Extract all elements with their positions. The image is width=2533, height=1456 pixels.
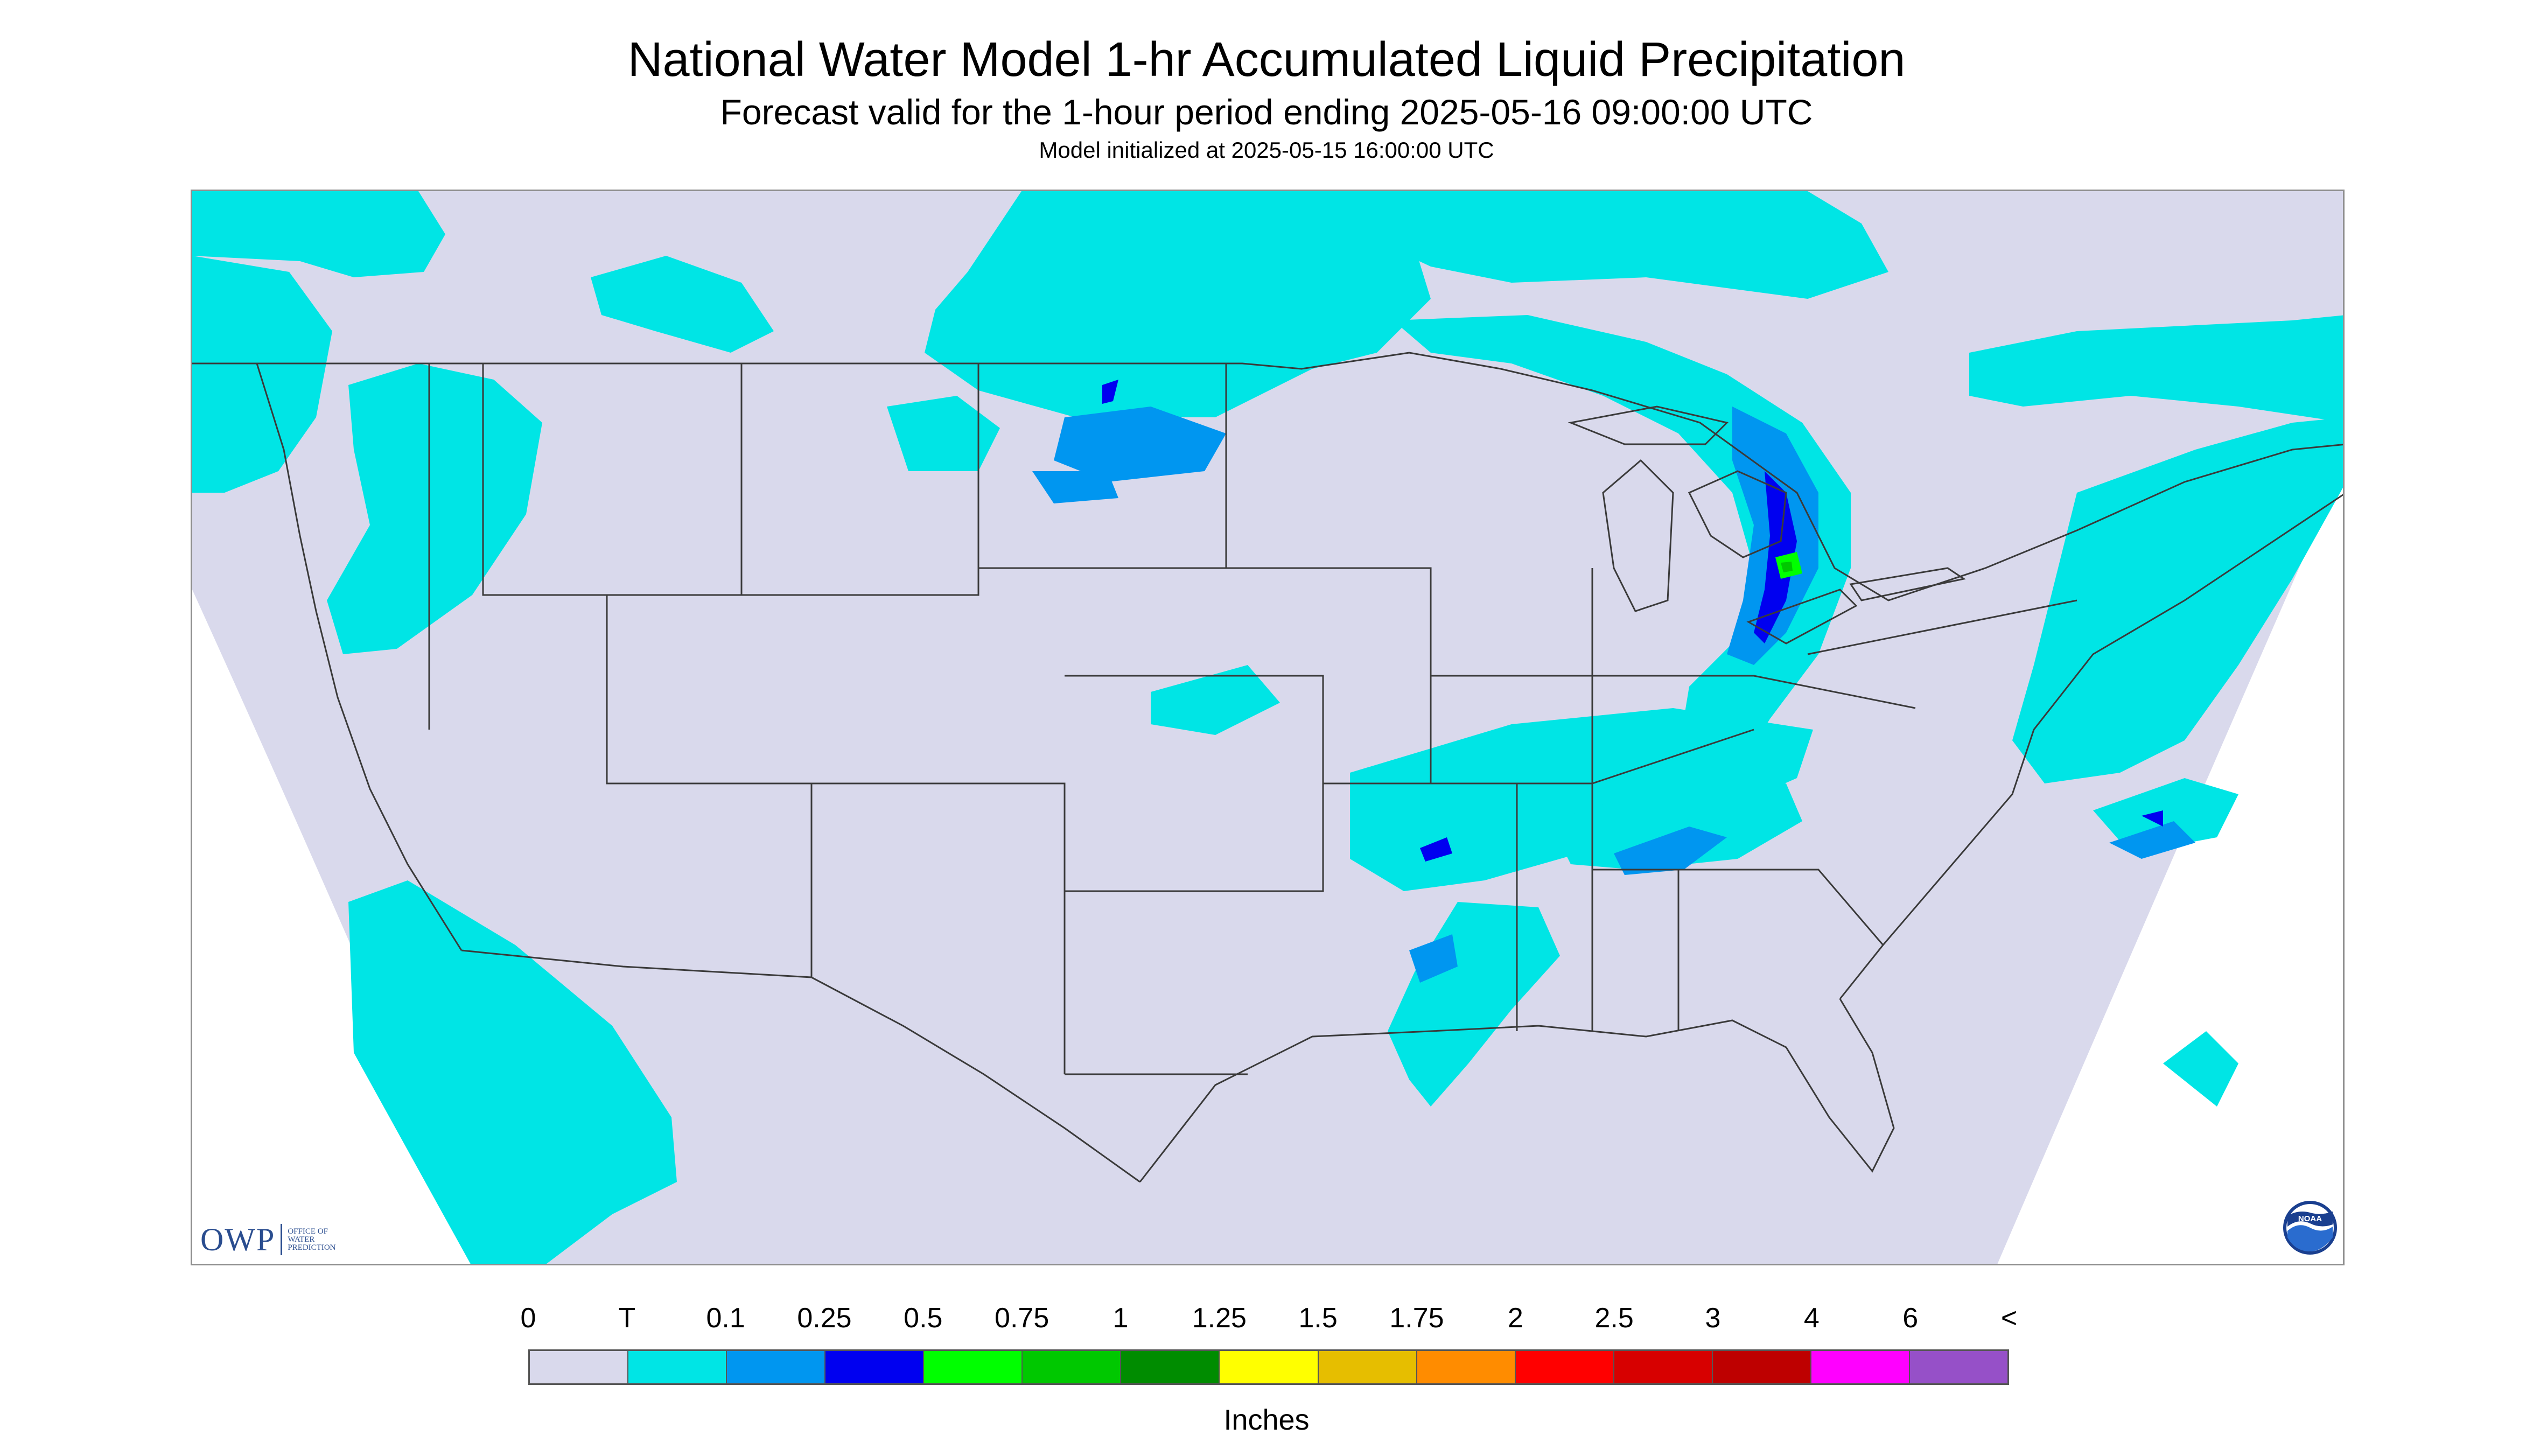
legend-units: Inches xyxy=(1223,1404,1310,1436)
legend-tick-label: 1.5 xyxy=(1298,1303,1338,1334)
legend-tick-label: 0.5 xyxy=(904,1303,943,1334)
legend-tick-label: < xyxy=(2000,1303,2018,1334)
noaa-logo: NOAA xyxy=(2283,1201,2337,1255)
legend-tick-label: 0.1 xyxy=(706,1303,745,1334)
owp-logo-line3: PREDICTION xyxy=(288,1243,336,1252)
legend-swatch xyxy=(1712,1351,1811,1383)
legend-tick-label: 0 xyxy=(520,1303,536,1334)
legend-tick-label: 2.5 xyxy=(1594,1303,1634,1334)
map-subtitle: Forecast valid for the 1-hour period end… xyxy=(720,92,1813,132)
legend-tick-label: 0.75 xyxy=(995,1303,1049,1334)
legend-tick-label: 1.25 xyxy=(1192,1303,1247,1334)
owp-logo-divider xyxy=(281,1224,283,1255)
legend-swatch xyxy=(1811,1351,1910,1383)
legend-swatch xyxy=(825,1351,925,1383)
legend-swatch xyxy=(727,1351,826,1383)
legend-tick-label: 1.75 xyxy=(1389,1303,1444,1334)
legend-tick-label: 3 xyxy=(1705,1303,1721,1334)
legend-swatch xyxy=(1023,1351,1122,1383)
owp-logo-line1: OFFICE OF xyxy=(288,1227,328,1236)
owp-logo-line2: WATER xyxy=(288,1235,315,1244)
map-canvas xyxy=(192,191,2343,1264)
legend-color-bar xyxy=(528,1349,2009,1385)
legend-swatch xyxy=(628,1351,727,1383)
legend-tick-label: 2 xyxy=(1507,1303,1523,1334)
legend-swatch xyxy=(1318,1351,1417,1383)
legend-swatch xyxy=(1220,1351,1319,1383)
legend-swatch xyxy=(530,1351,629,1383)
legend-swatch xyxy=(1515,1351,1614,1383)
legend-swatch xyxy=(1909,1351,2007,1383)
model-init-time: Model initialized at 2025-05-15 16:00:00… xyxy=(1039,137,1494,163)
legend-labels: 0 T 0.1 0.25 0.5 0.75 1 1.25 1.5 1.75 2 2.5 3 4 6 < xyxy=(0,1302,2533,1340)
legend-tick-label: T xyxy=(618,1303,636,1334)
precipitation-map xyxy=(191,190,2345,1265)
legend-swatch xyxy=(1417,1351,1516,1383)
legend-tick-label: 6 xyxy=(1902,1303,1919,1334)
precip-heavy-cores xyxy=(1775,552,1802,579)
legend-tick-label: 0.25 xyxy=(797,1303,852,1334)
owp-logo: OWP OFFICE OF WATER PREDICTION xyxy=(200,1221,336,1258)
legend-tick-label: 4 xyxy=(1803,1303,1820,1334)
precip-trace-areas xyxy=(192,191,2343,1264)
legend-swatch xyxy=(1614,1351,1713,1383)
noaa-logo-text: NOAA xyxy=(2298,1214,2322,1223)
no-data-region-east xyxy=(1997,467,2343,1264)
map-title: National Water Model 1-hr Accumulated Li… xyxy=(627,33,1906,87)
legend-swatch xyxy=(924,1351,1023,1383)
owp-logo-text: OFFICE OF WATER PREDICTION xyxy=(288,1227,336,1252)
owp-logo-mark: OWP xyxy=(200,1221,276,1257)
legend-swatch xyxy=(1121,1351,1220,1383)
state-boundaries xyxy=(192,352,2343,1183)
legend-tick-label: 1 xyxy=(1112,1303,1129,1334)
